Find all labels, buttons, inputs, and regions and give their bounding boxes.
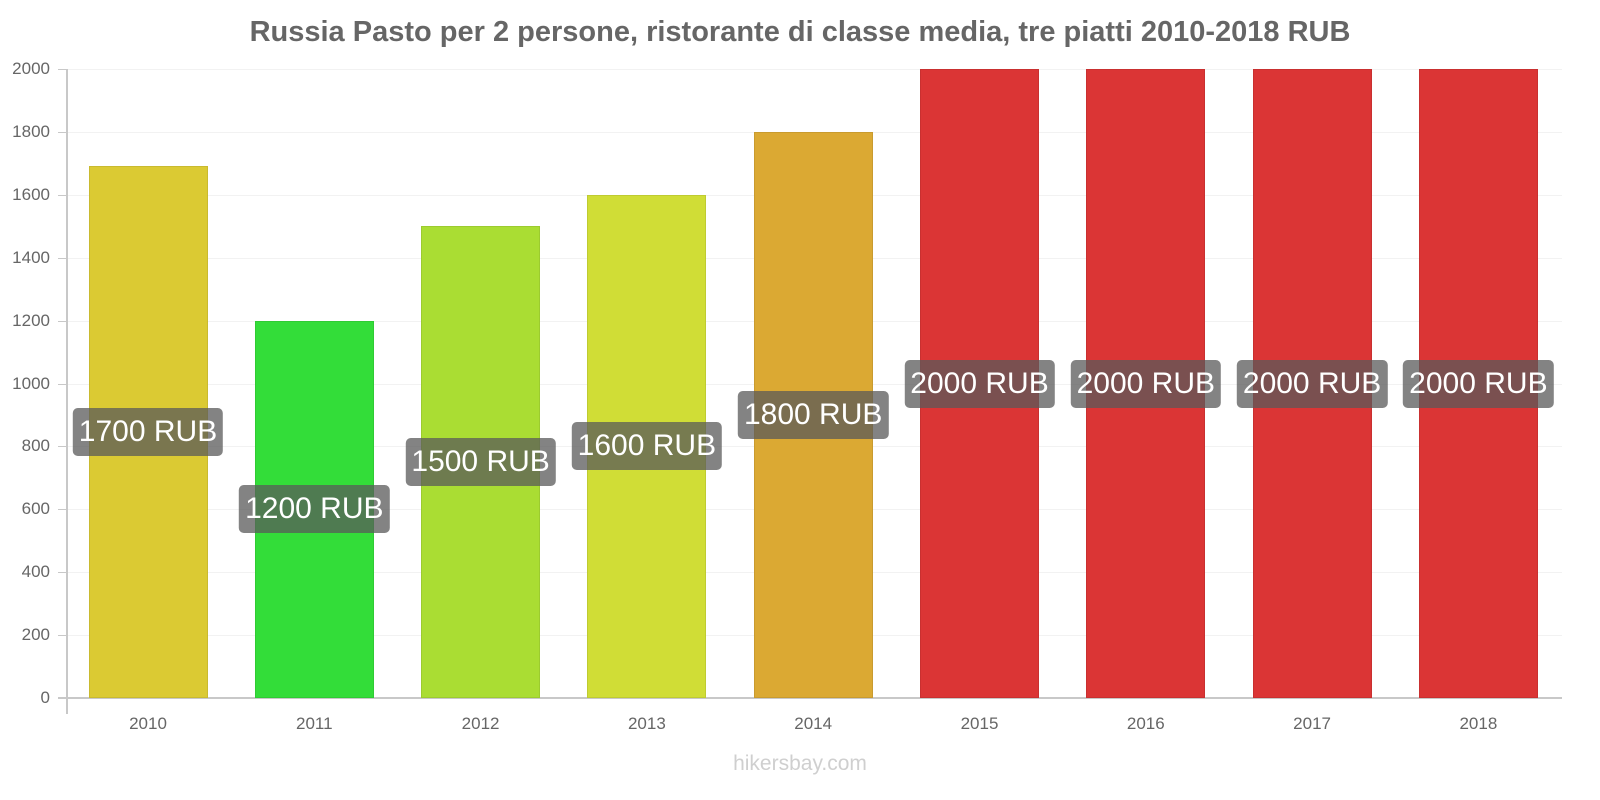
y-tick-label: 600 — [21, 499, 50, 519]
data-label: 1500 RUB — [405, 438, 556, 487]
data-label: 1700 RUB — [72, 408, 224, 457]
data-label: 1200 RUB — [239, 485, 390, 534]
watermark: hikersbay.com — [733, 752, 867, 775]
x-axis — [58, 697, 1562, 699]
y-tick-mark — [58, 257, 66, 259]
chart-title: Russia Pasto per 2 persone, ristorante d… — [249, 16, 1351, 48]
x-tick-label: 2013 — [627, 714, 666, 733]
y-tick-mark — [58, 509, 66, 511]
x-tick-label: 2017 — [1293, 714, 1331, 733]
y-tick-label: 0 — [40, 688, 50, 707]
y-tick-label: 1600 — [12, 184, 50, 204]
x-tick-label: 2012 — [461, 714, 500, 733]
data-label: 2000 RUB — [1070, 359, 1222, 408]
x-tick-label: 2015 — [960, 714, 999, 733]
y-tick-mark — [58, 194, 66, 196]
y-tick-label: 2000 — [12, 59, 50, 78]
y-tick-mark — [58, 635, 66, 637]
data-label: 1800 RUB — [737, 390, 889, 439]
y-tick-mark — [58, 383, 66, 385]
gridline — [67, 69, 1562, 70]
x-tick-label: 2014 — [794, 714, 833, 733]
y-tick-label: 1800 — [12, 121, 50, 141]
data-label: 2000 RUB — [1236, 359, 1388, 408]
y-tick-label: 1000 — [12, 373, 50, 393]
y-tick-mark — [58, 131, 66, 133]
y-tick-label: 200 — [21, 625, 50, 645]
y-tick-mark — [58, 446, 66, 448]
y-tick-label: 1200 — [12, 310, 50, 330]
data-label: 2000 RUB — [1403, 359, 1554, 408]
y-tick-mark — [58, 69, 66, 70]
x-tick-label: 2016 — [1126, 714, 1165, 733]
y-tick-mark — [58, 320, 66, 322]
y-tick-label: 800 — [21, 436, 50, 456]
data-label: 1600 RUB — [571, 422, 723, 471]
x-tick-label: 2011 — [296, 714, 333, 733]
data-label: 2000 RUB — [904, 359, 1055, 408]
y-tick-label: 1400 — [12, 247, 50, 267]
y-axis — [66, 69, 68, 714]
x-tick-label: 2018 — [1459, 714, 1498, 733]
x-tick-label: 2010 — [129, 714, 167, 733]
y-tick-mark — [58, 572, 66, 574]
y-tick-label: 400 — [21, 562, 50, 582]
